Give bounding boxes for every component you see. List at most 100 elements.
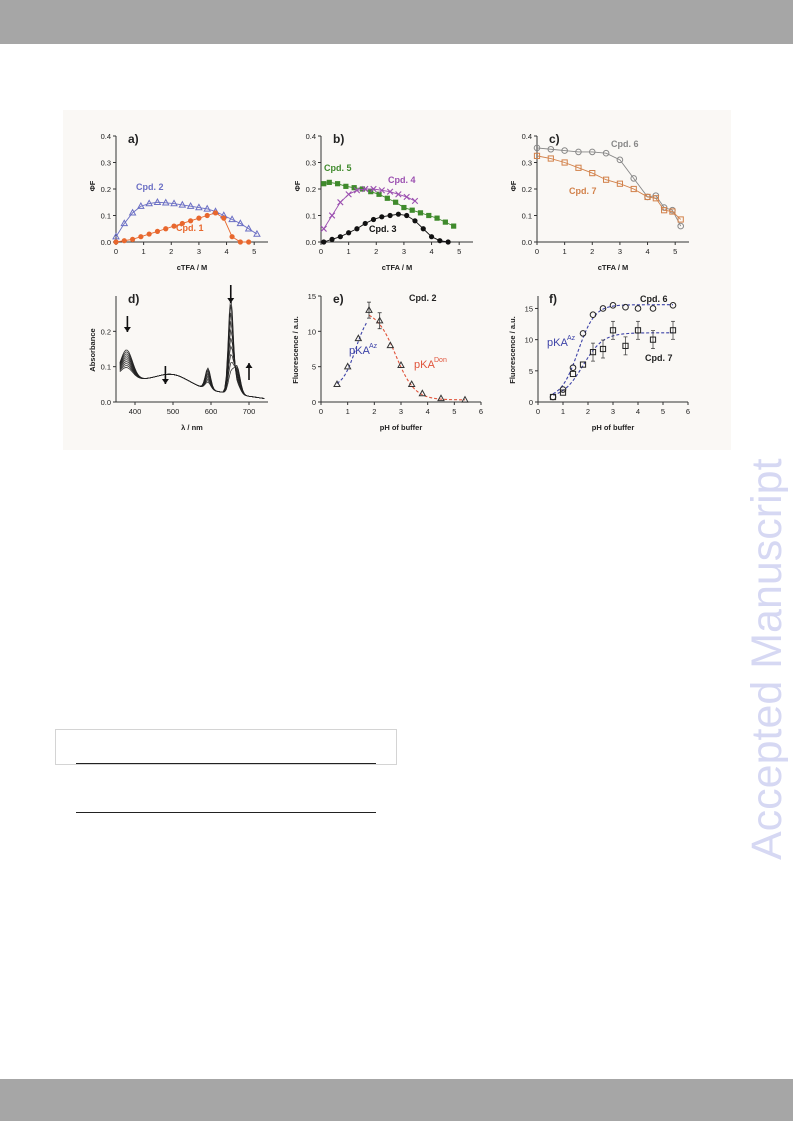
y-tick-label: 0.0 — [101, 398, 111, 407]
data-point — [195, 203, 203, 211]
x-tick-label: 1 — [346, 407, 350, 416]
spectrum-line — [119, 321, 265, 399]
y-tick-label: 0.4 — [101, 132, 111, 141]
x-tick-label: 0 — [536, 407, 540, 416]
annotation: pKA — [349, 345, 370, 357]
data-point — [321, 239, 327, 245]
data-point — [602, 149, 610, 157]
data-point — [569, 364, 577, 372]
data-point — [384, 195, 390, 201]
y-axis-label: ΦF — [88, 180, 97, 191]
x-tick-label: 5 — [673, 247, 677, 256]
series-line — [323, 213, 449, 243]
data-point — [634, 327, 642, 334]
spectrum-line — [119, 312, 265, 399]
x-tick-label: 0 — [319, 407, 323, 416]
data-point — [589, 170, 596, 177]
series-line — [115, 201, 258, 237]
x-axis-label: pH of buffer — [592, 423, 635, 432]
data-point — [171, 223, 177, 229]
data-point — [188, 218, 194, 224]
data-point — [138, 234, 144, 240]
divider-line — [76, 812, 376, 813]
x-tick-label: 3 — [402, 247, 406, 256]
y-tick-label: 0.1 — [101, 363, 111, 372]
data-point — [401, 204, 407, 211]
text-box — [55, 729, 397, 765]
x-tick-label: 400 — [129, 407, 142, 416]
data-point — [203, 204, 212, 212]
y-axis-label: ΦF — [293, 180, 302, 191]
annotation-superscript: Don — [434, 357, 447, 364]
x-tick-label: 2 — [586, 407, 590, 416]
y-tick-label: 15 — [525, 304, 533, 313]
y-tick-label: 15 — [308, 292, 316, 301]
x-tick-label: 4 — [429, 247, 433, 256]
x-tick-label: 5 — [457, 247, 461, 256]
data-point — [533, 152, 541, 159]
data-point — [179, 220, 185, 227]
data-point — [589, 349, 597, 356]
data-point — [228, 215, 236, 223]
data-point — [376, 191, 382, 197]
y-tick-label: 0.0 — [101, 238, 111, 247]
data-point — [599, 305, 607, 312]
fit-curve — [552, 304, 674, 395]
y-axis-label: Fluorescence / a.u. — [508, 316, 517, 384]
y-tick-label: 0.4 — [522, 132, 532, 141]
x-tick-label: 4 — [645, 247, 649, 256]
data-point — [354, 226, 360, 232]
x-tick-label: 5 — [452, 407, 456, 416]
data-point — [559, 386, 567, 393]
watermark: Accepted Manuscript — [743, 270, 791, 860]
data-point — [547, 155, 554, 162]
series-label: Cpd. 5 — [324, 163, 352, 173]
data-point — [120, 219, 129, 227]
annotation: pKA — [414, 359, 435, 371]
y-tick-label: 5 — [312, 363, 316, 372]
data-point — [379, 214, 385, 220]
data-point — [547, 145, 555, 153]
series-label: Cpd. 6 — [640, 294, 668, 304]
figure: 0 1 2 3 4 5 0.0 0.1 0.2 0.3 0.4 a) ΦF cTFA / M Cpd. 2 C… — [63, 110, 731, 450]
data-point — [337, 234, 343, 240]
x-axis-label: cTFA / M — [177, 263, 208, 272]
data-point — [649, 336, 657, 343]
series-label: Cpd. 6 — [611, 139, 639, 149]
panel-label: c) — [549, 132, 560, 146]
data-point — [393, 199, 399, 205]
x-tick-label: 1 — [142, 247, 146, 256]
data-point — [609, 327, 617, 334]
x-tick-label: 6 — [479, 407, 483, 416]
data-point — [609, 302, 617, 309]
data-point — [221, 215, 227, 221]
series-line — [323, 181, 454, 227]
data-point — [170, 199, 178, 207]
y-tick-label: 0.1 — [101, 212, 111, 221]
figure-svg: 0 1 2 3 4 5 0.0 0.1 0.2 0.3 0.4 a) ΦF cTFA / M Cpd. 2 C… — [88, 132, 690, 432]
data-point — [649, 305, 657, 312]
data-point — [533, 144, 541, 152]
y-tick-label: 0.4 — [306, 132, 316, 141]
data-point — [329, 236, 335, 242]
y-tick-label: 0.0 — [306, 238, 316, 247]
y-tick-label: 0.2 — [101, 327, 111, 336]
annotation-superscript: Az — [369, 343, 378, 350]
y-tick-label: 0.2 — [101, 185, 111, 194]
panel-title: Cpd. 2 — [409, 293, 437, 303]
data-point — [334, 181, 341, 187]
y-tick-label: 10 — [308, 327, 316, 336]
arrow-down-icon — [161, 379, 169, 384]
data-point — [246, 239, 252, 245]
data-point — [442, 219, 448, 225]
divider-line — [76, 763, 376, 764]
data-point — [212, 210, 219, 216]
arrow-down-icon — [123, 327, 131, 332]
data-point — [244, 224, 253, 232]
panel-label: f) — [549, 292, 557, 306]
data-point — [397, 361, 405, 368]
data-point — [237, 239, 243, 245]
data-point — [395, 191, 402, 198]
y-tick-label: 0.3 — [306, 159, 316, 168]
data-point — [362, 185, 369, 193]
